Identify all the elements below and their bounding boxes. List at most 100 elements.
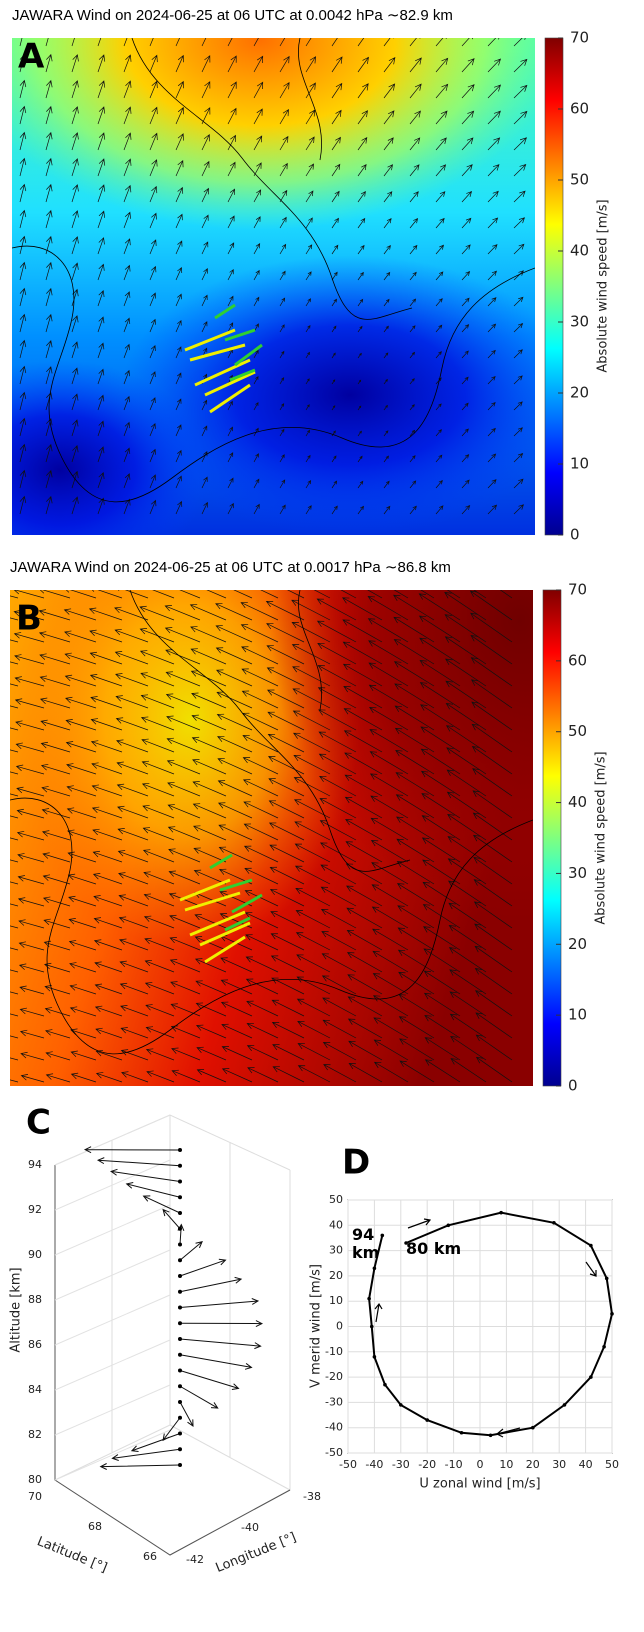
wind-arrow — [164, 627, 201, 643]
wind-arrow — [192, 781, 227, 797]
wind-arrow — [217, 780, 253, 797]
wind-arrow — [71, 210, 79, 229]
wind-arrow — [38, 609, 71, 621]
wind-arrow — [424, 1059, 461, 1083]
wind-arrow — [461, 84, 475, 99]
wind-arrow — [95, 1049, 123, 1061]
wind-arrow — [383, 480, 390, 489]
wind-arrow — [123, 211, 131, 229]
y-tick-label: -40 — [325, 1421, 343, 1434]
wind-arrow — [323, 1064, 357, 1083]
x-tick-label: -40 — [365, 1458, 383, 1471]
wind-arrow — [398, 971, 435, 995]
wind-arrow — [10, 595, 19, 599]
hodograph-point — [404, 1241, 408, 1245]
wind-arrow — [461, 376, 469, 385]
wind-arrow — [279, 162, 288, 177]
wind-arrow — [424, 1037, 461, 1061]
wind-arrow — [447, 836, 487, 863]
wind-arrow — [227, 502, 234, 515]
altitude-point — [178, 1400, 182, 1404]
z-tick-label: 80 — [28, 1473, 42, 1486]
wind-arrow — [409, 505, 417, 515]
wind-arrow — [513, 323, 524, 333]
wind-arrow — [40, 763, 71, 775]
wind-arrow — [97, 263, 105, 281]
wind-arrow — [305, 480, 312, 489]
wind-arrow — [125, 1181, 181, 1198]
wind-arrow — [39, 697, 71, 709]
wind-arrow — [41, 830, 71, 841]
wind-arrow — [268, 778, 305, 797]
wind-arrow — [227, 242, 235, 255]
annotation: 80 km — [406, 1239, 462, 1258]
wind-arrow — [71, 315, 79, 333]
wind-arrow — [44, 1007, 71, 1017]
wind-arrow — [253, 503, 260, 515]
wind-arrow — [144, 959, 175, 973]
wind-arrow — [42, 874, 71, 885]
wind-arrow — [244, 890, 279, 907]
wind-arrow — [418, 615, 461, 643]
wind-arrow — [331, 217, 339, 229]
wind-arrow — [383, 430, 389, 437]
wind-arrow — [206, 590, 227, 599]
wind-arrow — [279, 403, 285, 411]
wind-arrow — [393, 661, 435, 687]
colorbar-tick-label: 70 — [568, 581, 587, 599]
wind-arrow — [320, 864, 357, 885]
colorbar-tick-label: 40 — [568, 793, 587, 811]
wind-arrow — [420, 748, 461, 775]
wind-arrow — [71, 496, 79, 515]
wind-arrow — [65, 590, 97, 599]
wind-arrow — [152, 590, 175, 599]
wind-arrow — [372, 928, 409, 951]
wind-arrow — [97, 158, 106, 177]
wind-arrow — [513, 349, 523, 359]
wind-arrow — [193, 869, 227, 885]
wind-arrow — [64, 674, 97, 687]
wind-arrow — [10, 969, 19, 973]
wind-arrow — [409, 83, 422, 99]
wind-arrow — [71, 184, 79, 203]
wind-arrow — [475, 1056, 513, 1083]
wind-arrow — [383, 244, 391, 255]
wind-arrow — [357, 325, 363, 333]
wind-arrow — [217, 735, 253, 753]
wind-arrow — [227, 268, 234, 281]
wind-arrow — [162, 1208, 181, 1230]
wind-arrow — [179, 1276, 243, 1293]
wind-arrow — [343, 686, 383, 709]
wind-arrow — [45, 105, 53, 125]
wind-arrow — [419, 682, 461, 709]
wind-arrow — [175, 213, 183, 229]
wind-arrow — [320, 842, 357, 863]
wind-arrow — [175, 372, 182, 385]
wind-arrow — [297, 1043, 331, 1061]
wind-arrow — [321, 975, 357, 995]
wind-arrow — [227, 107, 237, 125]
wind-arrow — [269, 889, 305, 907]
wind-arrow — [123, 158, 132, 177]
wind-arrow — [487, 137, 501, 151]
wind-arrow — [423, 970, 461, 995]
wind-arrow — [179, 1298, 260, 1308]
wind-arrow — [118, 916, 149, 929]
wind-arrow — [253, 478, 260, 489]
wind-arrow — [383, 110, 395, 125]
wind-arrow — [345, 863, 383, 885]
wind-arrow — [20, 1074, 45, 1083]
wind-arrow — [175, 106, 184, 125]
wind-arrow — [71, 106, 79, 125]
wind-arrow — [409, 480, 417, 489]
wind-arrow — [409, 298, 417, 307]
wind-arrow — [421, 793, 461, 819]
altitude-point — [178, 1226, 182, 1231]
wind-arrow — [394, 705, 435, 731]
wind-arrow — [370, 795, 409, 819]
wind-arrow — [140, 716, 175, 731]
wind-arrow — [240, 624, 279, 643]
wind-arrow — [513, 270, 524, 281]
wind-arrow — [357, 110, 368, 125]
wind-arrow — [397, 905, 435, 929]
